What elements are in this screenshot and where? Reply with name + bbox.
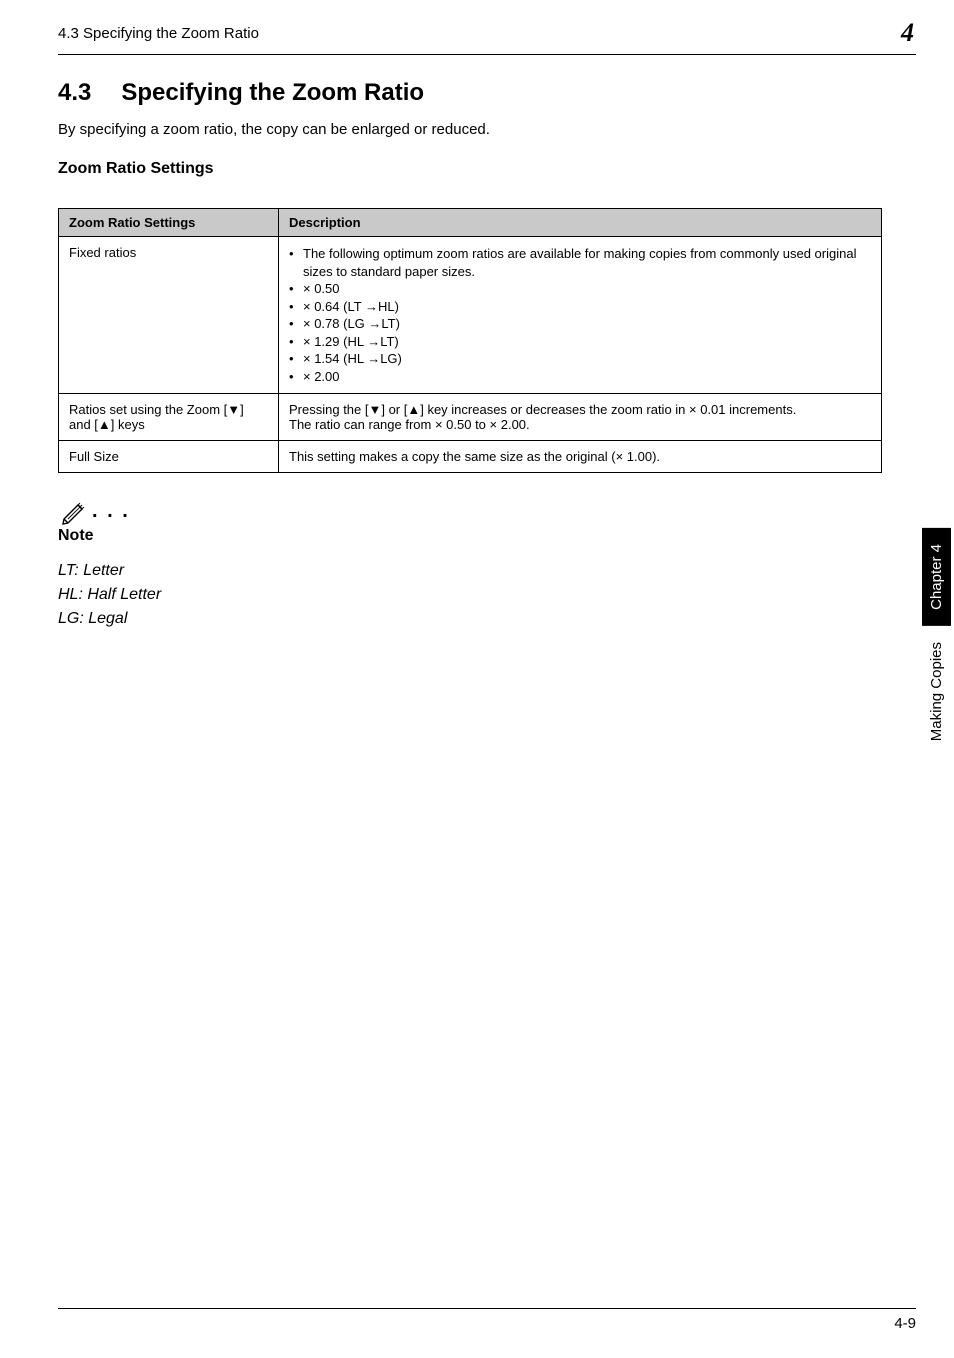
bullet-item: × 0.50	[289, 280, 871, 298]
section-title: 4.3 Specifying the Zoom Ratio	[58, 79, 882, 107]
note-dots: . . .	[92, 500, 130, 525]
bullet-item: × 1.54 (HL →LG)	[289, 350, 871, 368]
bullet-item: The following optimum zoom ratios are av…	[289, 245, 871, 280]
footer-rule	[58, 1308, 916, 1309]
chapter-number-tab: 4	[901, 18, 916, 48]
page-footer: 4-9	[58, 1308, 916, 1332]
bullet-item: × 0.64 (LT →HL)	[289, 298, 871, 316]
cell-fixed-ratios-desc: The following optimum zoom ratios are av…	[279, 237, 882, 394]
note-line: HL: Half Letter	[58, 583, 882, 607]
table-header-settings: Zoom Ratio Settings	[59, 209, 279, 237]
desc-line: The ratio can range from × 0.50 to × 2.0…	[289, 417, 871, 432]
section-number: 4.3	[58, 79, 91, 107]
side-tab: Chapter 4 Making Copies	[922, 528, 954, 765]
page-number: 4-9	[58, 1315, 916, 1332]
cell-full-size-desc: This setting makes a copy the same size …	[279, 441, 882, 473]
intro-paragraph: By specifying a zoom ratio, the copy can…	[58, 121, 882, 138]
pencil-icon	[58, 495, 88, 525]
bullet-item: × 2.00	[289, 368, 871, 386]
cell-fixed-ratios-label: Fixed ratios	[59, 237, 279, 394]
running-head: 4.3 Specifying the Zoom Ratio	[58, 25, 259, 42]
table-row: Ratios set using the Zoom [▼] and [▲] ke…	[59, 394, 882, 441]
zoom-ratio-table: Zoom Ratio Settings Description Fixed ra…	[58, 208, 882, 473]
table-header-description: Description	[279, 209, 882, 237]
cell-zoom-keys-desc: Pressing the [▼] or [▲] key increases or…	[279, 394, 882, 441]
table-row: Full Size This setting makes a copy the …	[59, 441, 882, 473]
side-tab-chapter: Chapter 4	[922, 528, 951, 626]
bullet-item: × 0.78 (LG →LT)	[289, 315, 871, 333]
side-tab-section: Making Copies	[922, 626, 951, 765]
cell-zoom-keys-label: Ratios set using the Zoom [▼] and [▲] ke…	[59, 394, 279, 441]
cell-full-size-label: Full Size	[59, 441, 279, 473]
bullet-item: × 1.29 (HL →LT)	[289, 333, 871, 351]
section-heading-text: Specifying the Zoom Ratio	[121, 79, 424, 106]
table-row: Fixed ratios The following optimum zoom …	[59, 237, 882, 394]
note-line: LG: Legal	[58, 607, 882, 631]
subsection-heading: Zoom Ratio Settings	[58, 160, 882, 178]
desc-line: Pressing the [▼] or [▲] key increases or…	[289, 402, 871, 417]
note-line: LT: Letter	[58, 559, 882, 583]
note-block: . . . Note LT: Letter HL: Half Letter LG…	[58, 495, 882, 631]
note-label: Note	[58, 527, 882, 545]
note-body: LT: Letter HL: Half Letter LG: Legal	[58, 559, 882, 631]
